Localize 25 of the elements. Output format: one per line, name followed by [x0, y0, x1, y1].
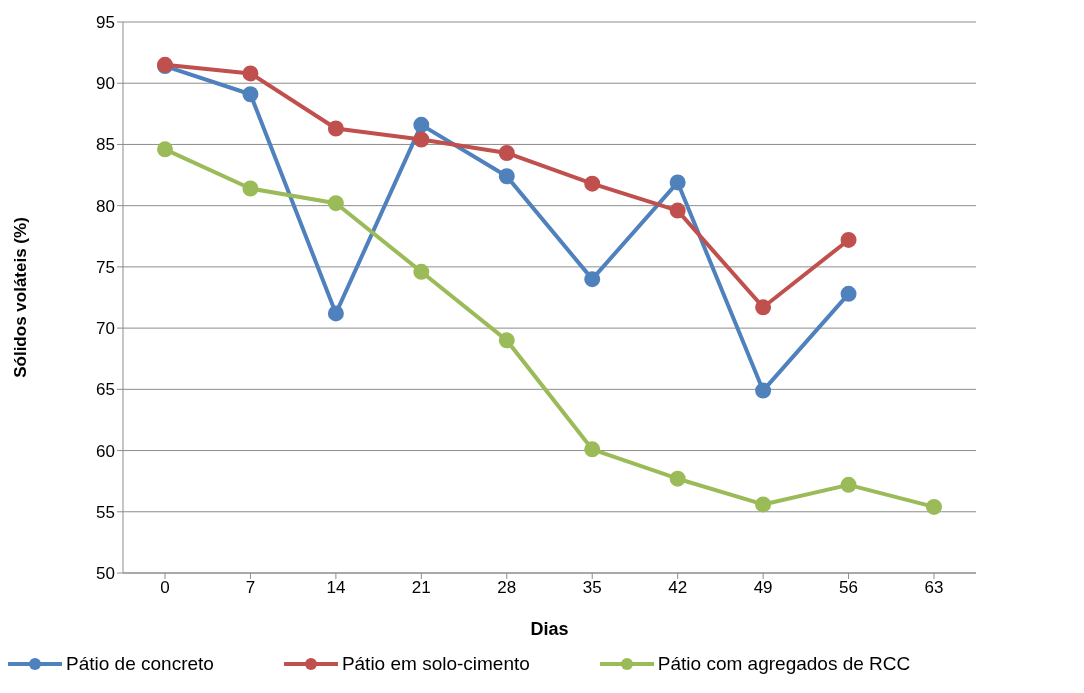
y-tick-label: 90 — [96, 74, 115, 94]
y-tick-label: 95 — [96, 13, 115, 33]
x-tick-label: 0 — [160, 578, 170, 598]
y-tick-label: 60 — [96, 441, 115, 461]
x-tick-label: 56 — [839, 578, 859, 598]
x-tick-label: 14 — [326, 578, 346, 598]
legend-label: Pátio de concreto — [65, 653, 214, 675]
x-tick-label: 28 — [497, 578, 517, 598]
y-tick-label: 55 — [96, 502, 115, 522]
x-axis-title: Dias — [530, 619, 569, 639]
y-tick-label: 70 — [96, 319, 115, 339]
legend-label: Pátio com agregados de RCC — [656, 653, 911, 675]
x-tick-label: 63 — [924, 578, 944, 598]
x-tick-label: 21 — [411, 578, 431, 598]
x-tick-label: 42 — [668, 578, 688, 598]
x-tick-label: 7 — [245, 578, 256, 598]
x-tick-label: 49 — [753, 578, 773, 598]
legend-label: Pátio em solo-cimento — [340, 653, 530, 675]
y-axis-title: Sólidos voláteis (%) — [11, 217, 31, 378]
y-tick-label: 80 — [96, 196, 115, 216]
y-tick-label: 75 — [96, 257, 115, 277]
x-tick-label: 35 — [582, 578, 602, 598]
y-tick-label: 65 — [96, 380, 115, 400]
y-tick-label: 50 — [96, 564, 115, 584]
y-tick-label: 85 — [96, 135, 115, 155]
